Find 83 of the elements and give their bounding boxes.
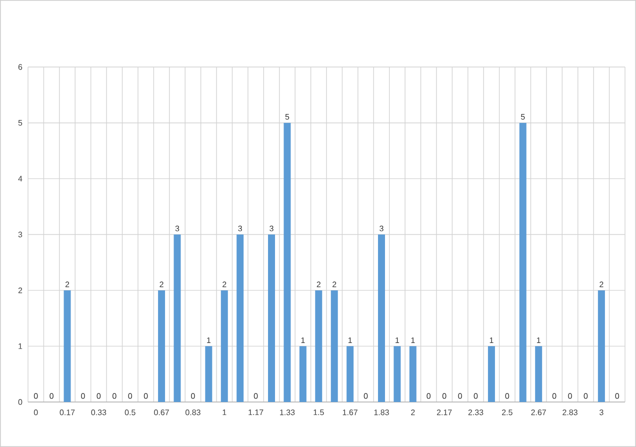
bar xyxy=(535,346,542,402)
x-tick-label: 0.5 xyxy=(124,410,136,416)
data-label: 0 xyxy=(128,393,132,399)
data-label: 0 xyxy=(96,393,101,399)
data-label: 1 xyxy=(301,337,305,343)
data-label: 0 xyxy=(81,393,85,399)
data-label: 1 xyxy=(348,337,352,343)
data-label: 1 xyxy=(490,337,494,343)
bar xyxy=(598,290,605,402)
data-label: 2 xyxy=(600,282,604,288)
y-tick-label: 0 xyxy=(18,399,22,405)
data-label: 0 xyxy=(568,393,572,399)
data-label: 2 xyxy=(222,282,226,288)
bar xyxy=(268,234,276,402)
bar xyxy=(236,234,244,402)
data-label: 5 xyxy=(285,114,290,120)
data-label: 0 xyxy=(458,393,462,399)
x-tick-label: 3 xyxy=(600,410,604,416)
data-label: 0 xyxy=(112,393,116,399)
data-label: 5 xyxy=(520,114,525,120)
bar xyxy=(315,290,322,402)
data-label: 0 xyxy=(584,393,588,399)
data-label: 1 xyxy=(536,337,540,343)
data-label: 0 xyxy=(474,393,478,399)
data-label: 0 xyxy=(34,393,38,399)
data-label: 0 xyxy=(442,393,446,399)
bar xyxy=(299,346,306,402)
x-tick-label: 2.67 xyxy=(531,410,546,416)
x-tick-label: 1 xyxy=(222,410,226,416)
data-label: 0 xyxy=(144,393,148,399)
data-label: 0 xyxy=(364,393,368,399)
bar xyxy=(330,290,338,402)
data-label: 3 xyxy=(238,226,242,232)
bar xyxy=(174,234,181,402)
x-tick-label: 1.33 xyxy=(280,410,295,416)
bar xyxy=(409,346,416,402)
x-tick-label: 2 xyxy=(411,410,415,416)
x-tick-label: 0 xyxy=(34,410,38,416)
data-label: 0 xyxy=(191,393,195,399)
x-tick-label: 0.67 xyxy=(154,410,169,416)
x-tick-label: 2.17 xyxy=(436,410,452,416)
x-tick-label: 1.67 xyxy=(342,410,358,416)
data-label: 0 xyxy=(426,393,431,399)
data-label: 0 xyxy=(615,393,620,399)
data-label: 1 xyxy=(396,337,400,343)
x-tick-label: 1.17 xyxy=(248,410,264,416)
x-tick-label: 2.33 xyxy=(468,410,484,416)
bar xyxy=(394,346,401,402)
bar xyxy=(284,122,291,402)
bar xyxy=(346,346,354,402)
data-label: 3 xyxy=(380,226,384,232)
bar xyxy=(205,346,212,402)
x-tick-label: 1.5 xyxy=(314,410,324,416)
x-tick-label: 2.83 xyxy=(562,410,578,416)
x-tick-label: 0.17 xyxy=(60,410,75,416)
x-tick-label: 1.83 xyxy=(374,410,389,416)
data-label: 2 xyxy=(65,282,70,288)
data-label: 0 xyxy=(50,393,54,399)
y-tick-label: 6 xyxy=(18,64,22,70)
y-tick-label: 3 xyxy=(18,232,22,238)
data-label: 2 xyxy=(316,282,320,288)
data-label: 1 xyxy=(411,337,415,343)
data-label: 0 xyxy=(254,393,258,399)
bar xyxy=(64,290,71,402)
y-tick-label: 4 xyxy=(18,176,22,182)
x-tick-label: 0.33 xyxy=(91,410,106,416)
data-label: 0 xyxy=(505,393,510,399)
x-tick-label: 0.83 xyxy=(185,410,200,416)
y-tick-label: 2 xyxy=(18,288,22,294)
bar xyxy=(220,290,228,402)
data-label: 0 xyxy=(552,393,556,399)
bar xyxy=(158,290,166,402)
x-tick-label: 2.5 xyxy=(502,410,512,416)
bar xyxy=(378,234,385,402)
data-label: 2 xyxy=(332,282,336,288)
data-label: 3 xyxy=(270,226,274,232)
y-tick-label: 1 xyxy=(18,343,22,349)
y-tick-label: 5 xyxy=(18,120,22,126)
data-label: 3 xyxy=(175,226,180,232)
data-label: 1 xyxy=(207,337,211,343)
bar xyxy=(488,346,495,402)
bar xyxy=(519,122,526,402)
data-label: 2 xyxy=(160,282,164,288)
